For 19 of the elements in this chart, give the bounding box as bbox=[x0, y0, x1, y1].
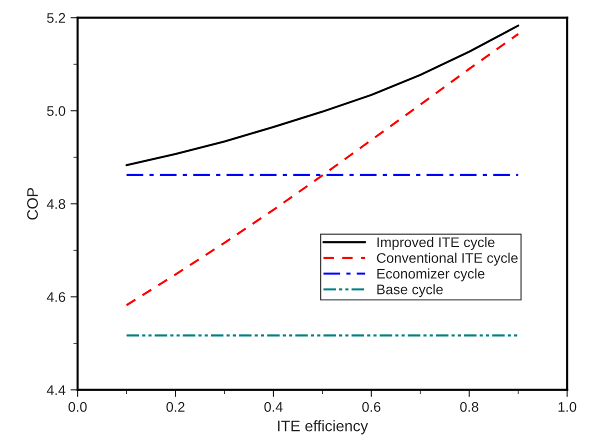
x-tick-label: 0.6 bbox=[362, 402, 380, 412]
y-tick-label: 4.4 bbox=[46, 385, 66, 395]
y-tick-label: 5.0 bbox=[47, 106, 66, 116]
line-series bbox=[126, 32, 520, 306]
legend-label: Base cycle bbox=[377, 284, 443, 298]
x-tick-label: 0.4 bbox=[264, 402, 283, 412]
x-tick-label: 0.0 bbox=[68, 402, 87, 412]
legend-label: Conventional ITE cycle bbox=[376, 252, 518, 266]
x-axis-title: ITE efficiency bbox=[278, 420, 368, 434]
y-tick-label: 4.6 bbox=[46, 292, 66, 302]
legend-label: Economizer cycle bbox=[377, 268, 484, 282]
y-axis-title: COP bbox=[27, 188, 38, 220]
y-tick-label: 4.8 bbox=[46, 199, 66, 209]
legend-label: Improved ITE cycle bbox=[378, 236, 494, 250]
y-tick-label: 5.2 bbox=[47, 13, 66, 23]
x-tick-label: 0.8 bbox=[460, 402, 478, 412]
x-tick-label: 1.0 bbox=[558, 402, 576, 412]
line-series bbox=[126, 24, 520, 166]
x-tick-label: 0.2 bbox=[166, 402, 184, 412]
